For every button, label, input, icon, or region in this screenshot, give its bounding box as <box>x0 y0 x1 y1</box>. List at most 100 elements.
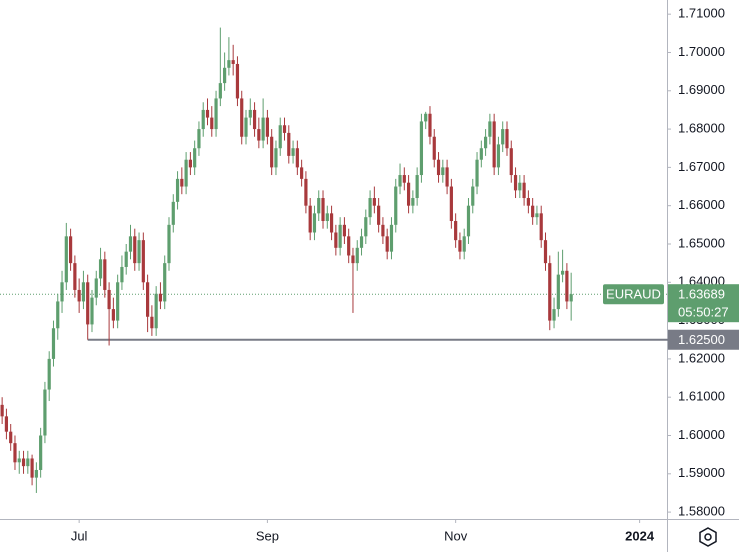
candle-body <box>171 201 175 225</box>
candle-body <box>116 282 120 321</box>
candle-body <box>227 60 231 68</box>
symbol-label: EURAUD <box>606 287 661 302</box>
candle-body <box>531 205 535 218</box>
candle-body <box>385 236 389 252</box>
candle-body <box>471 186 475 206</box>
candle-body <box>402 175 406 183</box>
candle-body <box>419 121 424 176</box>
y-tick-label: 1.59000 <box>678 465 725 480</box>
x-tick-label: Nov <box>444 528 468 543</box>
candle-body <box>526 198 530 206</box>
y-tick-label: 1.70000 <box>678 44 725 59</box>
candle-body <box>124 251 128 267</box>
candle-body <box>107 289 111 310</box>
candle-body <box>163 263 167 302</box>
candle-body <box>458 240 462 252</box>
candle-body <box>86 282 90 325</box>
candle-body <box>454 221 458 241</box>
candle-body <box>103 259 107 290</box>
level-badge <box>668 329 739 350</box>
candle-body <box>175 178 180 202</box>
settings-center[interactable] <box>704 533 712 541</box>
candle-body <box>359 236 364 248</box>
candle-body <box>411 198 415 206</box>
candle-body <box>291 148 295 156</box>
y-tick-label: 1.65000 <box>678 235 725 250</box>
settings-hexagon[interactable] <box>699 527 717 547</box>
candle-body <box>483 136 488 149</box>
candle-body <box>488 121 492 137</box>
candle-body <box>501 129 505 145</box>
candle-body <box>17 458 21 463</box>
candle-body <box>436 159 441 176</box>
candle-body <box>287 132 291 156</box>
candle-body <box>193 148 197 168</box>
candle-body <box>39 435 43 470</box>
candle-body <box>347 236 351 256</box>
y-tick-label: 1.69000 <box>678 82 725 97</box>
candle-body <box>406 182 411 206</box>
level-label: 1.62500 <box>678 332 725 347</box>
x-tick-label: Sep <box>256 528 279 543</box>
candle-body <box>496 144 501 168</box>
candle-body <box>355 247 359 264</box>
candle-body <box>68 236 73 264</box>
candle-body <box>449 186 453 222</box>
candle-body <box>441 167 445 176</box>
candle-body <box>210 117 214 130</box>
candle-body <box>94 278 98 298</box>
candle-body <box>81 282 86 302</box>
candle-body <box>261 117 265 141</box>
candle-body <box>64 236 68 283</box>
candle-body <box>364 217 368 237</box>
candle-body <box>77 289 81 302</box>
candle-body <box>556 274 560 310</box>
candle-body <box>167 224 171 264</box>
candle-body <box>257 129 261 141</box>
y-tick-label: 1.66000 <box>678 197 725 212</box>
candle-body <box>381 224 385 237</box>
candle-body <box>278 125 282 149</box>
candle-body <box>466 205 471 237</box>
countdown-label: 05:50:27 <box>678 305 729 320</box>
candle-body <box>325 213 329 222</box>
candle-body <box>424 113 428 122</box>
candle-body <box>282 125 287 133</box>
candle-body <box>569 294 573 302</box>
candle-body <box>295 148 299 168</box>
candle-body <box>432 136 436 160</box>
candle-body <box>248 109 252 118</box>
candle-body <box>197 129 201 149</box>
candle-body <box>184 159 188 187</box>
candle-body <box>270 136 274 168</box>
candle-body <box>30 458 34 478</box>
candle-body <box>552 309 556 321</box>
candle-body <box>4 416 9 432</box>
candle-body <box>522 182 526 199</box>
candle-body <box>146 282 150 317</box>
candle-body <box>214 98 218 130</box>
candle-body <box>60 282 64 302</box>
candle-body <box>329 213 334 233</box>
candle-body <box>415 175 419 199</box>
candle-body <box>372 198 376 206</box>
y-tick-label: 1.61000 <box>678 389 725 404</box>
settings-icon[interactable] <box>699 527 717 547</box>
last-price-badge <box>668 284 739 323</box>
candle-body <box>180 178 184 187</box>
candle-body <box>561 270 565 275</box>
candle-body <box>137 240 141 264</box>
candle-body <box>26 458 30 467</box>
candle-body <box>398 175 402 187</box>
candle-body <box>505 129 509 149</box>
candle-body <box>535 213 539 218</box>
candle-body <box>120 266 124 283</box>
candle-body <box>462 236 466 252</box>
candle-body <box>342 224 347 237</box>
candle-body <box>513 175 518 191</box>
candle-body <box>47 358 51 390</box>
candle-body <box>21 458 26 467</box>
y-tick-label: 1.67000 <box>678 159 725 174</box>
candle-body <box>492 121 496 168</box>
candle-body <box>308 205 312 233</box>
